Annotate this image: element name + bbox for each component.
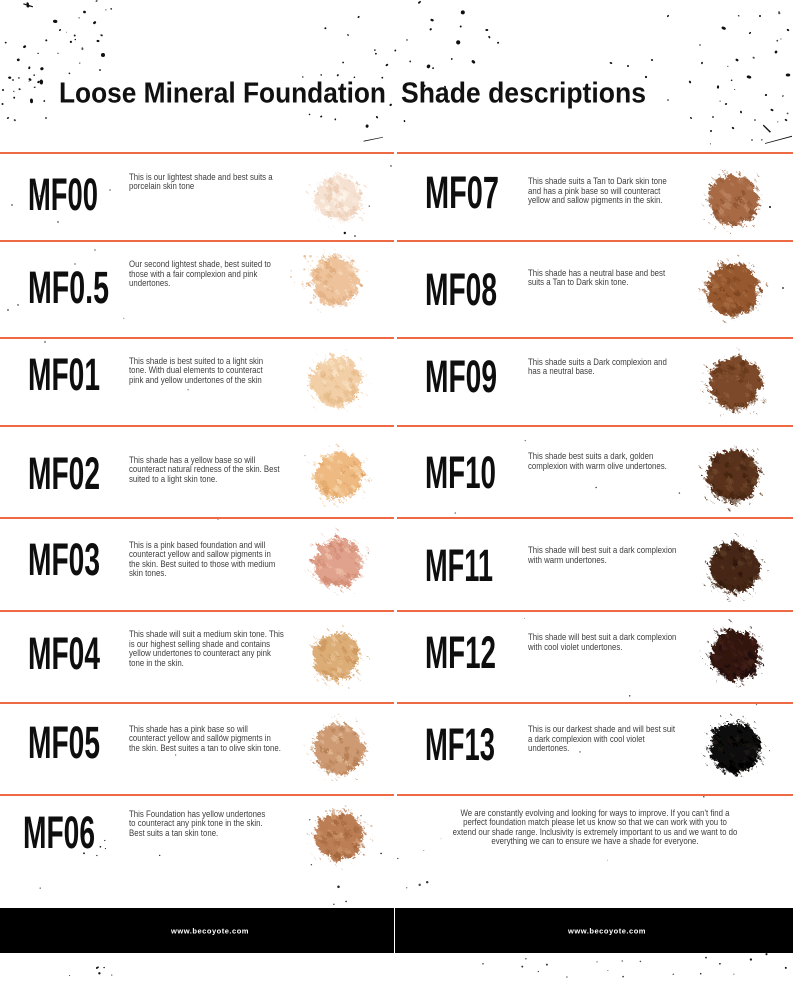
- svg-text:MF04: MF04: [28, 628, 100, 677]
- svg-text:MF0.5: MF0.5: [28, 262, 109, 311]
- svg-text:www.becoyote.com: www.becoyote.com: [170, 927, 249, 936]
- svg-text:MF08: MF08: [425, 264, 497, 313]
- svg-text:MF02: MF02: [28, 448, 100, 497]
- svg-text:www.becoyote.com: www.becoyote.com: [567, 927, 646, 936]
- svg-text:MF11: MF11: [425, 540, 493, 589]
- svg-text:MF06: MF06: [23, 807, 95, 856]
- svg-text:Loose Mineral Foundation: Loose Mineral Foundation: [59, 78, 386, 110]
- svg-text:MF05: MF05: [28, 717, 100, 766]
- svg-text:MF01: MF01: [28, 349, 100, 398]
- svg-text:MF12: MF12: [425, 627, 496, 676]
- svg-text:MF10: MF10: [425, 447, 496, 496]
- svg-text:MF03: MF03: [28, 534, 100, 583]
- svg-text:MF00: MF00: [28, 169, 98, 218]
- svg-text:Shade descriptions: Shade descriptions: [401, 78, 646, 110]
- svg-text:MF13: MF13: [425, 719, 495, 768]
- svg-text:MF09: MF09: [425, 351, 497, 400]
- svg-text:MF07: MF07: [425, 167, 499, 216]
